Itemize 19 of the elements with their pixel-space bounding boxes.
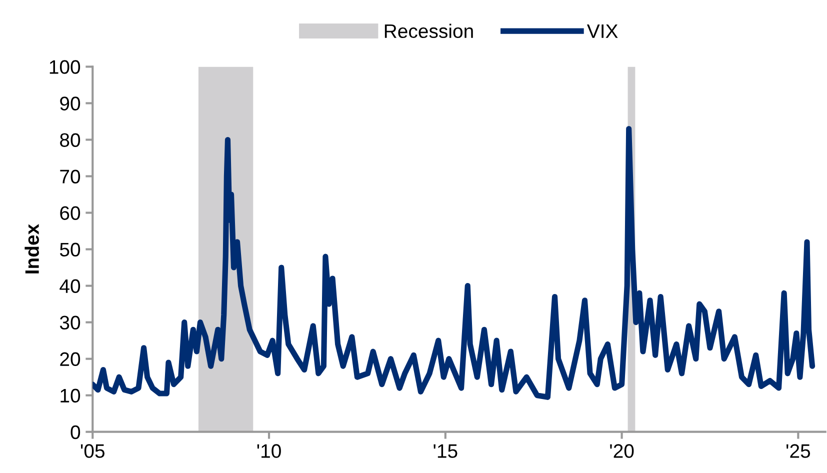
x-tick-label: '05 [80,444,104,458]
legend-label: VIX [586,24,618,38]
y-tick-label: 0 [70,425,80,440]
x-tick-label: '10 [257,444,281,458]
y-tick-label: 70 [60,170,80,184]
y-tick-label: 40 [60,279,80,294]
y-tick-label: 10 [60,388,80,403]
y-tick-label: 100 [50,60,80,74]
legend-label: Recession [384,24,473,38]
y-tick-label: 60 [60,206,80,220]
y-tick-label: 30 [60,316,80,330]
y-tick-label: 50 [60,242,80,257]
y-tick-label: 20 [60,352,80,366]
y-tick-label: 90 [60,96,80,110]
y-axis-title: Index [24,224,39,274]
x-tick-label: '15 [434,444,458,458]
x-tick-label: '25 [786,444,810,458]
y-tick-label: 80 [60,133,80,147]
x-tick-label: '20 [610,444,634,458]
